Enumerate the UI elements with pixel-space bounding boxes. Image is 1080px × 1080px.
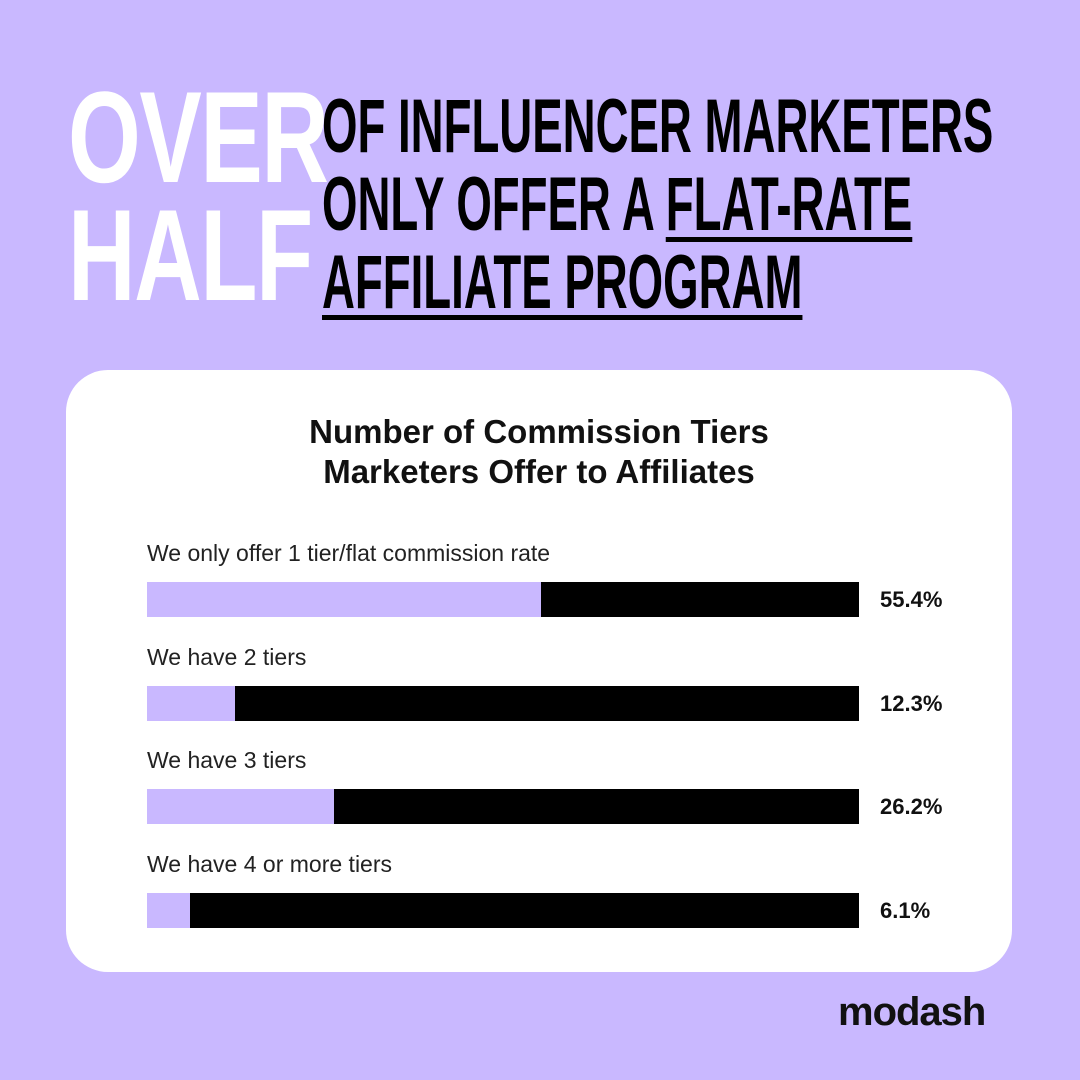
bar-value-label: 6.1%	[880, 897, 931, 923]
bar-value-label: 12.3%	[880, 690, 943, 716]
bar	[147, 685, 235, 721]
headline-subline-2-plain: ONLY OFFER A	[322, 162, 666, 247]
headline-subline-3: AFFILIATE PROGRAM	[322, 244, 922, 322]
chart-title-line-1: Number of Commission Tiers	[309, 413, 769, 450]
bar-track	[147, 582, 859, 617]
headline-subline-2-underlined: FLAT-RATE	[665, 162, 913, 247]
headline-subline-2: ONLY OFFER A FLAT-RATE	[322, 166, 922, 244]
headline: OVER HALF OF INFLUENCER MARKETERS ONLY O…	[0, 0, 1080, 340]
headline-subline-1: OF INFLUENCER MARKETERS	[322, 84, 994, 169]
bar	[147, 892, 191, 928]
bar	[147, 789, 334, 824]
bar-label: We have 3 tiers	[147, 747, 307, 773]
bar-label: We only offer 1 tier/flat commission rat…	[147, 540, 551, 566]
headline-subline-3-underlined: AFFILIATE PROGRAM	[322, 240, 803, 325]
bar-value-label: 26.2%	[880, 794, 943, 819]
bar-track	[147, 789, 859, 824]
modash-logo: modash	[838, 990, 986, 1034]
bar-track	[147, 892, 859, 928]
chart-title: Number of Commission Tiers Marketers Off…	[66, 412, 1012, 492]
headline-big-half: HALF	[68, 182, 313, 328]
bar-label: We have 4 or more tiers	[147, 850, 393, 877]
bar	[147, 582, 542, 617]
bar-label: We have 2 tiers	[147, 643, 307, 670]
bar-track	[147, 685, 859, 721]
chart-title-line-2: Marketers Offer to Affiliates	[323, 453, 755, 490]
headline-big-over: OVER	[68, 64, 329, 210]
chart-card: Number of Commission Tiers Marketers Off…	[66, 370, 1012, 972]
bar-value-label: 55.4%	[880, 587, 943, 612]
